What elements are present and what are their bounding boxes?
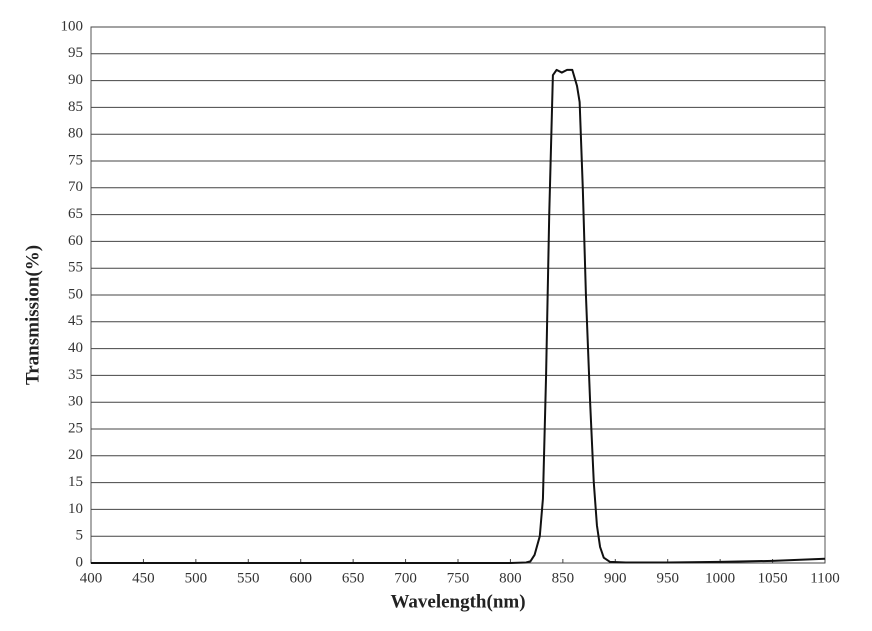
x-tick-label: 1000 [705,570,735,586]
y-tick-label: 55 [68,260,83,276]
y-tick-label: 20 [68,447,83,463]
x-tick-label: 500 [185,570,208,586]
y-tick-label: 95 [68,45,83,61]
x-tick-label: 1050 [758,570,788,586]
y-tick-label: 65 [68,206,83,222]
y-tick-label: 70 [68,179,83,195]
y-tick-label: 75 [68,152,83,168]
x-tick-label: 900 [604,570,627,586]
y-axis-title: Transmission(%) [22,245,43,385]
y-tick-label: 60 [68,233,83,249]
x-tick-label: 750 [447,570,470,586]
y-tick-label: 90 [68,72,83,88]
y-tick-label: 50 [68,286,83,302]
x-tick-label: 600 [289,570,312,586]
x-tick-label: 850 [552,570,575,586]
x-tick-label: 1100 [810,570,839,586]
y-tick-label: 25 [68,420,83,436]
x-tick-label: 550 [237,570,260,586]
x-tick-label: 450 [132,570,155,586]
y-tick-label: 100 [61,18,84,34]
x-tick-label: 400 [80,570,103,586]
y-tick-label: 85 [68,99,83,115]
y-tick-label: 10 [68,501,83,517]
x-tick-label: 650 [342,570,365,586]
y-tick-label: 45 [68,313,83,329]
y-tick-label: 30 [68,394,83,410]
x-tick-label: 800 [499,570,522,586]
y-tick-label: 15 [68,474,83,490]
x-axis-title: Wavelength(nm) [390,591,525,612]
y-tick-label: 0 [76,554,84,570]
y-tick-label: 40 [68,340,83,356]
y-tick-label: 5 [76,528,84,544]
y-tick-label: 80 [68,126,83,142]
y-tick-label: 35 [68,367,83,383]
x-tick-label: 950 [656,570,679,586]
data-line [91,68,826,564]
x-tick-label: 700 [394,570,417,586]
